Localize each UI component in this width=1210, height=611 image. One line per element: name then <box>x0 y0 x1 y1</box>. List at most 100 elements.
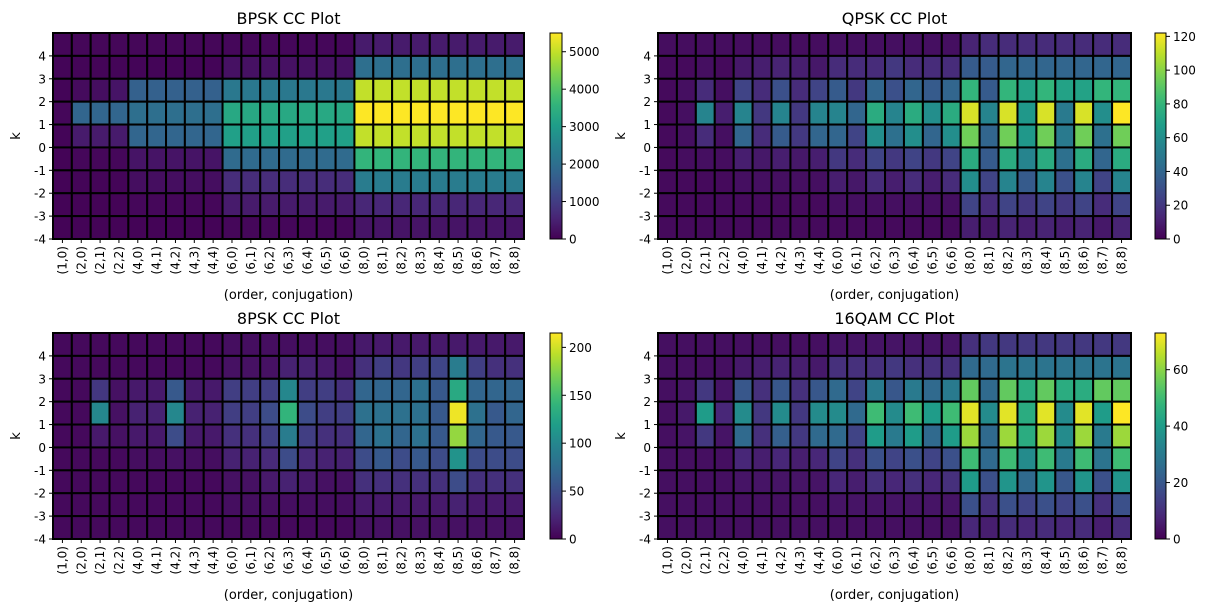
heatmap-cell <box>334 515 356 540</box>
heatmap-cell <box>1111 332 1132 357</box>
y-tick-label: 2 <box>38 395 46 409</box>
x-tick-label: (2,1) <box>698 546 712 574</box>
heatmap-cell <box>183 215 205 241</box>
heatmap-cell <box>959 400 981 426</box>
heatmap-cell <box>89 146 111 172</box>
heatmap-cell <box>428 354 450 380</box>
heatmap-cell <box>240 354 262 380</box>
heatmap-cell <box>146 77 168 103</box>
heatmap-cell <box>334 423 356 449</box>
heatmap-cell <box>1054 77 1076 103</box>
heatmap-cell <box>221 169 243 195</box>
heatmap-cell <box>940 354 962 380</box>
heatmap-cell <box>657 446 678 472</box>
heatmap-cell <box>713 332 735 357</box>
heatmap-cell <box>315 423 337 449</box>
heatmap-cell <box>146 54 168 80</box>
heatmap-cell <box>770 377 792 403</box>
heatmap-cell <box>447 100 469 126</box>
heatmap-cell <box>1054 100 1076 126</box>
heatmap-cell <box>447 54 469 80</box>
heatmap-cell <box>921 77 943 103</box>
heatmap-cell <box>485 332 507 357</box>
colorbar-tick-label: 3000 <box>569 120 600 134</box>
heatmap-cell <box>447 146 469 172</box>
heatmap-cell <box>409 100 431 126</box>
heatmap-cell <box>447 515 469 540</box>
heatmap-cell <box>108 377 130 403</box>
heatmap-cell <box>353 492 375 518</box>
heatmap-cell <box>466 32 488 57</box>
heatmap-cell <box>127 77 149 103</box>
heatmap-cell <box>409 123 431 149</box>
heatmap-cell <box>409 215 431 241</box>
heatmap-cell <box>694 100 716 126</box>
heatmap-cell <box>409 469 431 495</box>
heatmap-cell <box>940 100 962 126</box>
heatmap-cell <box>146 377 168 403</box>
heatmap-cell <box>997 77 1019 103</box>
heatmap-cell <box>259 515 281 540</box>
heatmap-cell <box>751 446 773 472</box>
heatmap-cell <box>1111 469 1132 495</box>
heatmap-cell <box>428 215 450 241</box>
heatmap-cell <box>466 423 488 449</box>
heatmap-cell <box>315 446 337 472</box>
heatmap-cell <box>428 446 450 472</box>
heatmap-cell <box>202 54 224 80</box>
heatmap-cell <box>127 400 149 426</box>
heatmap-cell <box>657 54 678 80</box>
heatmap-cell <box>997 423 1019 449</box>
heatmap-cell <box>240 146 262 172</box>
x-tick-label: (4,0) <box>736 546 750 574</box>
heatmap-cell <box>657 100 678 126</box>
heatmap-cell <box>694 400 716 426</box>
heatmap-cell <box>240 515 262 540</box>
heatmap-cell <box>1035 446 1057 472</box>
heatmap-cell <box>732 146 754 172</box>
heatmap-cell <box>89 515 111 540</box>
x-tick-label: (6,3) <box>282 246 296 274</box>
x-tick-label: (8,7) <box>489 546 503 574</box>
heatmap-panel: QPSK CC Plot 4 3 2 1 0 -1 -2 -3 -4 (1,0) (2,0) (2,1)… <box>614 9 1196 303</box>
heatmap-cell <box>657 515 678 540</box>
heatmap-cell <box>997 192 1019 218</box>
heatmap-cell <box>884 32 905 57</box>
heatmap-cell <box>504 400 526 426</box>
heatmap-cell <box>315 377 337 403</box>
heatmap-cell <box>202 77 224 103</box>
heatmap-cell <box>827 469 849 495</box>
heatmap-cell <box>808 192 830 218</box>
heatmap-cell <box>770 332 792 357</box>
heatmap-cell <box>315 354 337 380</box>
heatmap-cell <box>183 354 205 380</box>
heatmap-cell <box>865 54 887 80</box>
heatmap-cell <box>70 377 92 403</box>
heatmap-cell <box>978 192 1000 218</box>
heatmap-cell <box>315 100 337 126</box>
heatmap-cell <box>751 423 773 449</box>
heatmap-cell <box>713 169 735 195</box>
heatmap-cell <box>751 169 773 195</box>
heatmap-cell <box>70 169 92 195</box>
heatmap-cell <box>1054 54 1076 80</box>
heatmap-cell <box>675 32 697 57</box>
heatmap-cell <box>1016 54 1038 80</box>
heatmap-cell <box>240 215 262 241</box>
heatmap-cell <box>278 492 299 518</box>
x-tick-label: (1,0) <box>55 246 69 274</box>
heatmap-cell <box>1054 354 1076 380</box>
heatmap-cell <box>1111 492 1132 518</box>
heatmap-cell <box>221 146 243 172</box>
colorbar-tick-label: 0 <box>1173 533 1181 547</box>
heatmap-cell <box>732 515 754 540</box>
heatmap-cell <box>221 446 243 472</box>
heatmap-cell <box>1073 377 1095 403</box>
heatmap-cell <box>675 332 697 357</box>
heatmap-cell <box>789 192 811 218</box>
heatmap-cell <box>334 192 356 218</box>
heatmap-cell <box>921 192 943 218</box>
heatmap-cell <box>921 146 943 172</box>
heatmap-cell <box>202 192 224 218</box>
heatmap-cell <box>675 400 697 426</box>
